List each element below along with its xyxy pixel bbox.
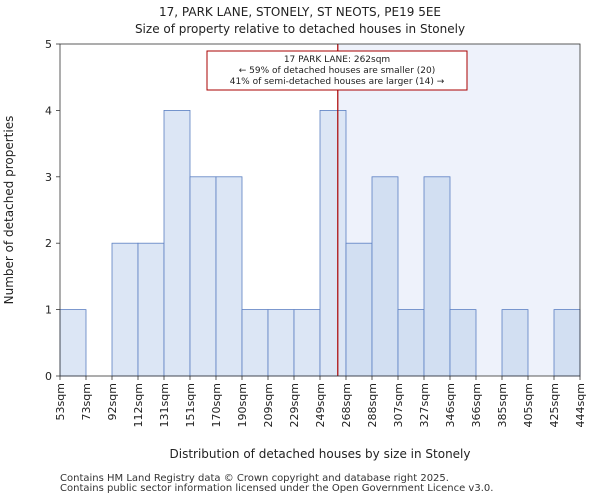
y-tick-label: 3 (45, 171, 52, 184)
x-tick-label: 327sqm (418, 383, 431, 427)
x-tick-label: 73sqm (80, 383, 93, 420)
bar-307sqm (397, 309, 425, 377)
bar-288sqm (371, 176, 399, 377)
x-tick-label: 249sqm (314, 383, 327, 427)
bar-170sqm (215, 176, 243, 377)
x-tick-label: 53sqm (54, 383, 67, 420)
bar-268sqm (345, 242, 373, 377)
x-axis-label: Distribution of detached houses by size … (170, 447, 471, 461)
bar-92sqm (111, 242, 139, 377)
footer-line-2: Contains public sector information licen… (60, 483, 494, 494)
annotation-line-2: ← 59% of detached houses are smaller (20… (239, 66, 436, 76)
bar-385sqm (501, 309, 529, 377)
x-tick-label: 425sqm (548, 383, 561, 427)
annotation-box: 17 PARK LANE: 262sqm ← 59% of detached h… (206, 50, 468, 91)
bar-249sqm (319, 110, 347, 377)
y-tick-label: 1 (45, 304, 52, 317)
footer: Contains HM Land Registry data © Crown c… (60, 474, 493, 494)
bar-151sqm (189, 176, 217, 377)
x-tick-label: 131sqm (158, 383, 171, 427)
bars-layer (59, 110, 581, 377)
y-tick-label: 4 (45, 104, 52, 117)
annotation-border (206, 50, 468, 91)
x-tick-label: 151sqm (184, 383, 197, 427)
x-tick-label: 346sqm (444, 383, 457, 427)
bar-327sqm (423, 176, 451, 377)
x-tick-label: 405sqm (522, 383, 535, 427)
bar-346sqm (449, 309, 477, 377)
bar-209sqm (267, 309, 295, 377)
y-tick-label: 2 (45, 237, 52, 250)
x-tick-label: 268sqm (340, 383, 353, 427)
annotation-line-1: 17 PARK LANE: 262sqm (284, 55, 390, 65)
bar-425sqm (553, 309, 581, 377)
axes-layer: 0 1 2 3 4 5 53sqm 73sqm 92sqm 112sqm 131sqm 151sqm 1… (45, 38, 587, 427)
y-tick-label: 0 (45, 370, 52, 383)
chart-title: 17, PARK LANE, STONELY, ST NEOTS, PE19 5… (159, 5, 441, 19)
bar-53sqm (59, 309, 87, 377)
bar-112sqm (137, 242, 165, 377)
x-tick-label: 170sqm (210, 383, 223, 427)
bar-131sqm (163, 110, 191, 377)
y-tick-label: 5 (45, 38, 52, 51)
bar-229sqm (293, 309, 321, 377)
x-tick-label: 190sqm (236, 383, 249, 427)
footer-line-1: Contains HM Land Registry data © Crown c… (60, 473, 449, 484)
chart-subtitle: Size of property relative to detached ho… (135, 22, 465, 36)
annotation-line-3: 41% of semi-detached houses are larger (… (230, 77, 445, 87)
x-tick-label: 112sqm (132, 383, 145, 427)
x-tick-label: 385sqm (496, 383, 509, 427)
x-tick-label: 92sqm (106, 383, 119, 420)
x-tick-label: 444sqm (574, 383, 587, 427)
y-axis-label: Number of detached properties (2, 116, 16, 305)
x-tick-label: 209sqm (262, 383, 275, 427)
x-tick-label: 229sqm (288, 383, 301, 427)
x-tick-label: 366sqm (470, 383, 483, 427)
bar-190sqm (241, 309, 269, 377)
x-tick-label: 307sqm (392, 383, 405, 427)
x-tick-label: 288sqm (366, 383, 379, 427)
